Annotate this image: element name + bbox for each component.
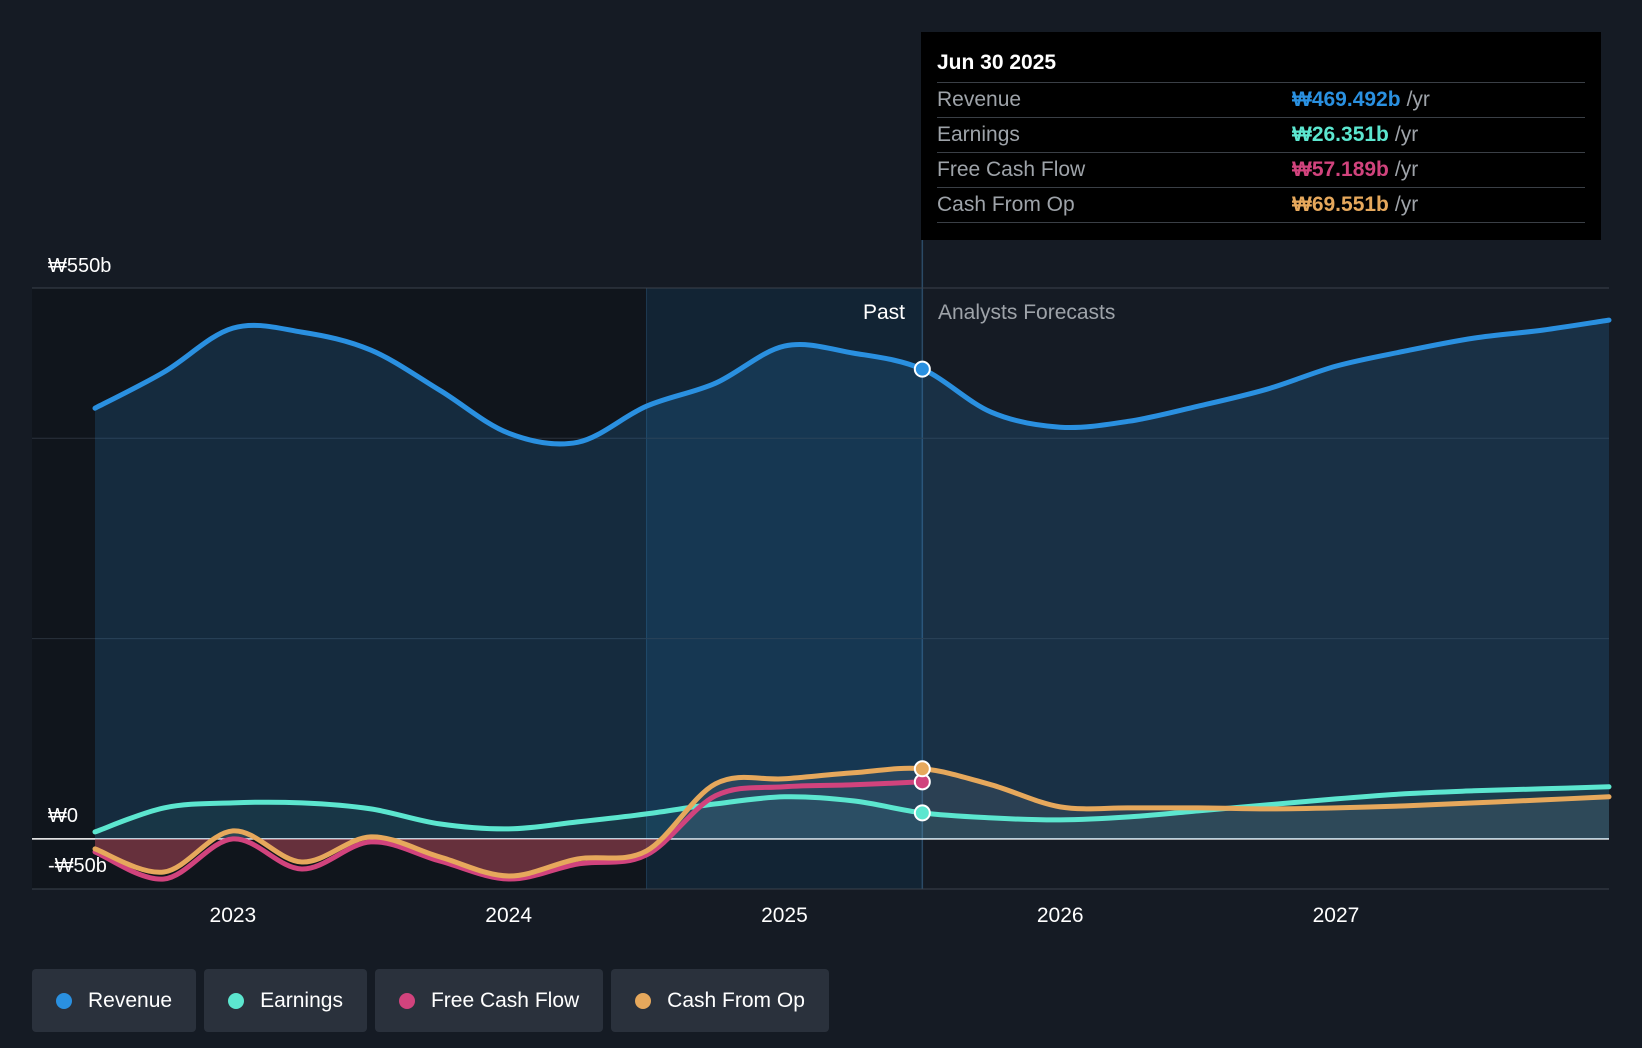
legend-item-cash-from-op[interactable]: Cash From Op [611,969,829,1032]
tooltip-unit: /yr [1395,118,1418,152]
earnings-marker [915,805,930,820]
tooltip-row-cash-from-op: Cash From Op ₩69.551b /yr [937,188,1585,223]
tooltip-unit: /yr [1395,188,1418,222]
tooltip-unit: /yr [1395,153,1418,187]
legend-item-revenue[interactable]: Revenue [32,969,196,1032]
data-tooltip: Jun 30 2025 Revenue ₩469.492b /yr Earnin… [921,32,1601,240]
legend-label: Earnings [260,989,343,1013]
revenue-marker [915,362,930,377]
x-tick-label: 2026 [1037,904,1084,927]
tooltip-row-earnings: Earnings ₩26.351b /yr [937,118,1585,153]
legend-label: Cash From Op [667,989,805,1013]
x-tick-label: 2027 [1313,904,1360,927]
tooltip-row-free-cash-flow: Free Cash Flow ₩57.189b /yr [937,153,1585,188]
tooltip-unit: /yr [1407,83,1430,117]
cash-from-op-dot-icon [635,993,651,1009]
tooltip-value: ₩469.492b [1292,83,1401,117]
y-label-bottom: -₩50b [48,855,107,877]
cash-from-op-marker [915,761,930,776]
tooltip-label: Earnings [937,118,1292,152]
tooltip-row-revenue: Revenue ₩469.492b /yr [937,83,1585,118]
earnings-dot-icon [228,993,244,1009]
y-label-top: ₩550b [48,255,111,277]
tooltip-label: Cash From Op [937,188,1292,222]
x-tick-label: 2023 [210,904,257,927]
tooltip-value: ₩57.189b [1292,153,1389,187]
legend-item-earnings[interactable]: Earnings [204,969,367,1032]
past-label: Past [863,301,905,324]
x-tick-label: 2024 [485,904,532,927]
legend: Revenue Earnings Free Cash Flow Cash Fro… [32,969,829,1032]
legend-item-free-cash-flow[interactable]: Free Cash Flow [375,969,603,1032]
x-tick-label: 2025 [761,904,808,927]
revenue-dot-icon [56,993,72,1009]
legend-label: Free Cash Flow [431,989,579,1013]
y-label-zero: ₩0 [48,805,78,827]
free-cash-flow-dot-icon [399,993,415,1009]
revenue-area [95,320,1609,839]
tooltip-date: Jun 30 2025 [937,48,1585,83]
legend-label: Revenue [88,989,172,1013]
tooltip-label: Revenue [937,83,1292,117]
forecast-label: Analysts Forecasts [938,301,1115,324]
tooltip-value: ₩69.551b [1292,188,1389,222]
tooltip-label: Free Cash Flow [937,153,1292,187]
tooltip-value: ₩26.351b [1292,118,1389,152]
